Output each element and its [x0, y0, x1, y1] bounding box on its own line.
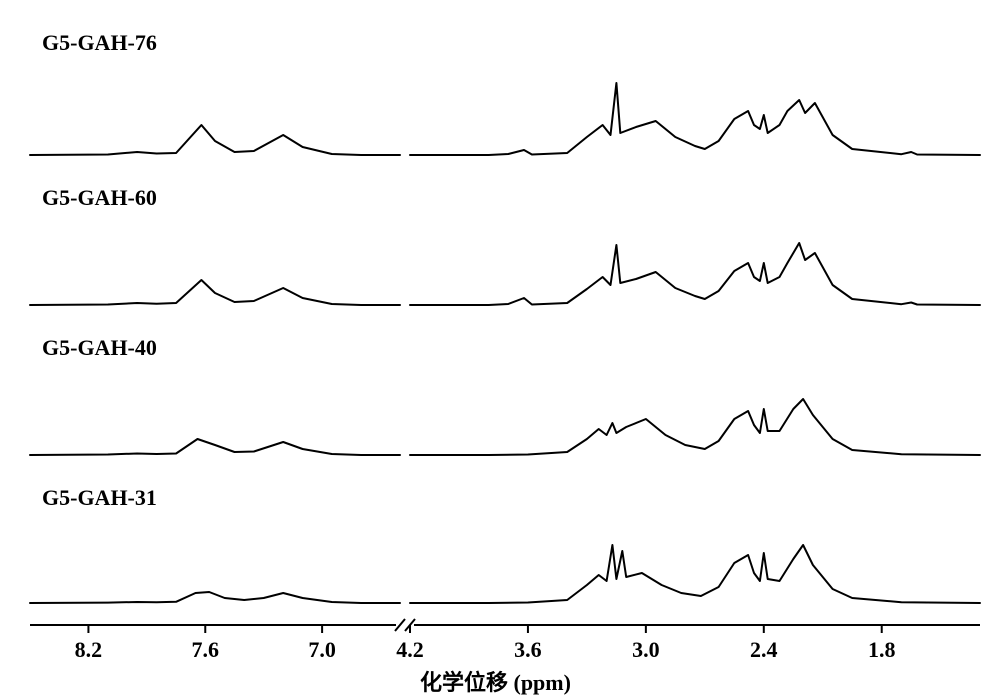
nmr-stacked-chart: G5-GAH-76 G5-GAH-60 G5-GAH-40 G5-GAH-31 8.2 7… — [0, 0, 1000, 699]
x-tick-label: 1.8 — [857, 637, 907, 663]
series-label: G5-GAH-76 — [42, 30, 157, 56]
x-tick-label: 4.2 — [385, 637, 435, 663]
series-label: G5-GAH-60 — [42, 185, 157, 211]
x-tick-label: 7.0 — [297, 637, 347, 663]
x-tick-label: 2.4 — [739, 637, 789, 663]
x-tick-label: 3.0 — [621, 637, 671, 663]
x-tick-label: 3.6 — [503, 637, 553, 663]
x-tick-label: 8.2 — [63, 637, 113, 663]
series-label: G5-GAH-40 — [42, 335, 157, 361]
x-tick-label: 7.6 — [180, 637, 230, 663]
x-axis-title: 化学位移 (ppm) — [420, 665, 571, 697]
series-label: G5-GAH-31 — [42, 485, 157, 511]
